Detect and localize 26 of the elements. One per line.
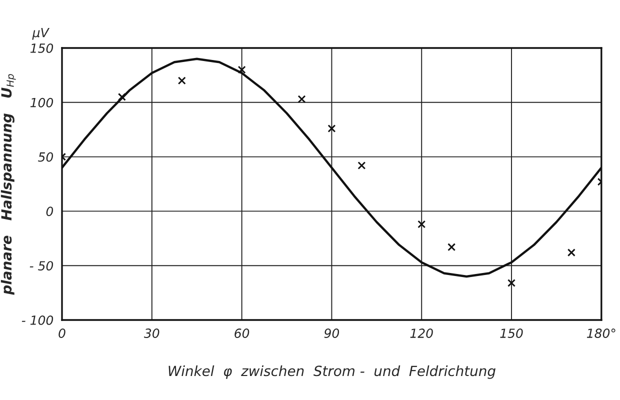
point: [418, 220, 426, 228]
point: [238, 66, 246, 74]
x-tick-label: 150: [500, 328, 523, 338]
y-axis-title: planare Hallspannung U$_{Hp}$: [0, 74, 16, 295]
point: [328, 124, 336, 133]
point: [118, 92, 126, 101]
point: [448, 243, 456, 252]
y-tick-label: 50: [38, 152, 54, 162]
point: [358, 161, 366, 170]
y-tick-label: - 100: [22, 315, 54, 325]
point: [507, 278, 516, 288]
text: μV: [32, 28, 50, 40]
y-tick-label: 0: [46, 206, 54, 216]
point: [178, 76, 186, 85]
point: [298, 95, 306, 104]
x-axis-title: Winkel φ zwischen Strom - und Feldrichtung: [168, 365, 496, 379]
x-tick-label: 60: [234, 328, 250, 338]
y-tick-label: 150: [30, 43, 54, 53]
y-tick-label: 100: [30, 98, 54, 108]
x-tick-label: 180°: [586, 328, 616, 338]
x-tick-label: 30: [144, 328, 160, 338]
x-tick-label: 120: [410, 328, 433, 338]
y-tick-label: - 50: [30, 261, 54, 271]
x-tick-label: 0: [58, 328, 66, 338]
point: [567, 248, 576, 257]
x-tick-label: 90: [324, 328, 340, 338]
